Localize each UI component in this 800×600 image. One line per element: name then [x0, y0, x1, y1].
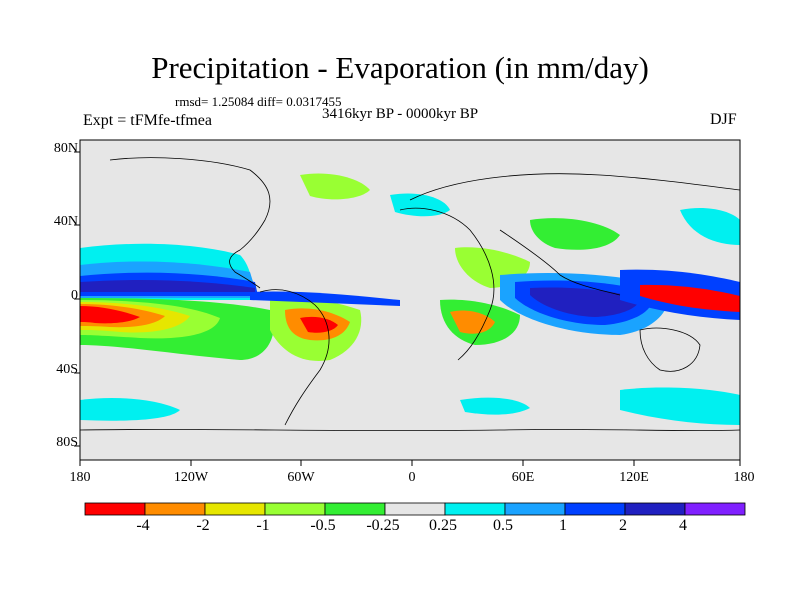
field-atl-north-green	[300, 173, 370, 200]
colorbar-label: -0.5	[310, 517, 336, 534]
season-label: DJF	[710, 111, 737, 128]
colorbar-swatch	[504, 502, 566, 516]
field-asia-green	[530, 218, 620, 250]
colorbar-label: 4	[679, 517, 687, 534]
colorbar-swatch	[264, 502, 326, 516]
field-sam-red	[300, 316, 338, 333]
coast-south-asia	[499, 229, 621, 296]
x-tick-120W: 120W	[173, 470, 209, 485]
colorbar-label: -4	[136, 517, 150, 534]
colorbar-label: -0.25	[366, 517, 400, 534]
field-so-cyan-3	[460, 397, 530, 415]
field-itcz-atlantic	[250, 291, 400, 306]
colorbar-swatch	[324, 502, 386, 516]
colorbar-swatch	[684, 502, 746, 516]
field-so-cyan-2	[620, 387, 740, 425]
field-afr-orange	[450, 310, 495, 334]
colorbar-swatch	[144, 502, 206, 516]
field-indian-darkblue	[530, 287, 640, 317]
colorbar-swatch	[564, 502, 626, 516]
colorbar-label: -1	[256, 517, 270, 534]
field-so-cyan-1	[80, 398, 180, 421]
y-tick-40N: 40N	[53, 214, 78, 229]
stats-text: rmsd= 1.25084 diff= 0.0317455	[175, 94, 342, 109]
x-tick-0: 0	[408, 470, 416, 485]
colorbar-label: 2	[619, 517, 627, 534]
colorbar-swatch	[84, 502, 146, 516]
colorbar-label: -2	[196, 517, 210, 534]
colorbar-swatch	[204, 502, 266, 516]
colorbar-label: 0.5	[493, 517, 513, 534]
axis-ticks	[74, 151, 741, 466]
field-wpac-red	[640, 284, 740, 312]
y-tick-80S: 80S	[56, 435, 78, 450]
period-label: 3416kyr BP - 0000kyr BP	[322, 106, 479, 122]
colorbar-label: 1	[559, 517, 567, 534]
map-field	[80, 140, 740, 460]
coast-eurasia-north	[409, 173, 740, 201]
coast-south-america	[259, 289, 330, 426]
x-tick-180W: 180	[69, 470, 91, 485]
colorbar-swatch	[624, 502, 686, 516]
x-tick-120E: 120E	[619, 470, 649, 485]
x-tick-180E: 180	[733, 470, 755, 485]
chart-title: Precipitation - Evaporation (in mm/day)	[151, 50, 649, 85]
coastlines	[80, 157, 740, 431]
coast-antarctica	[80, 429, 740, 431]
field-npac-darkblue	[80, 280, 255, 292]
colorbar-label: 0.25	[429, 517, 457, 534]
colorbar-swatch	[384, 502, 446, 516]
map-frame	[79, 139, 741, 461]
y-tick-0: 0	[71, 288, 78, 303]
y-tick-40S: 40S	[56, 362, 78, 377]
y-tick-80N: 80N	[53, 141, 78, 156]
field-spac-red	[80, 306, 140, 324]
colorbar-swatch	[444, 502, 506, 516]
field-npac-east-cyan	[680, 208, 740, 245]
experiment-label: Expt = tFMfe-tfmea	[83, 112, 212, 129]
coast-australia	[639, 327, 701, 372]
coast-africa	[399, 207, 495, 361]
coast-north-america	[109, 157, 271, 289]
colorbar	[84, 502, 746, 516]
x-tick-60W: 60W	[287, 470, 315, 485]
x-tick-60E: 60E	[511, 470, 535, 485]
